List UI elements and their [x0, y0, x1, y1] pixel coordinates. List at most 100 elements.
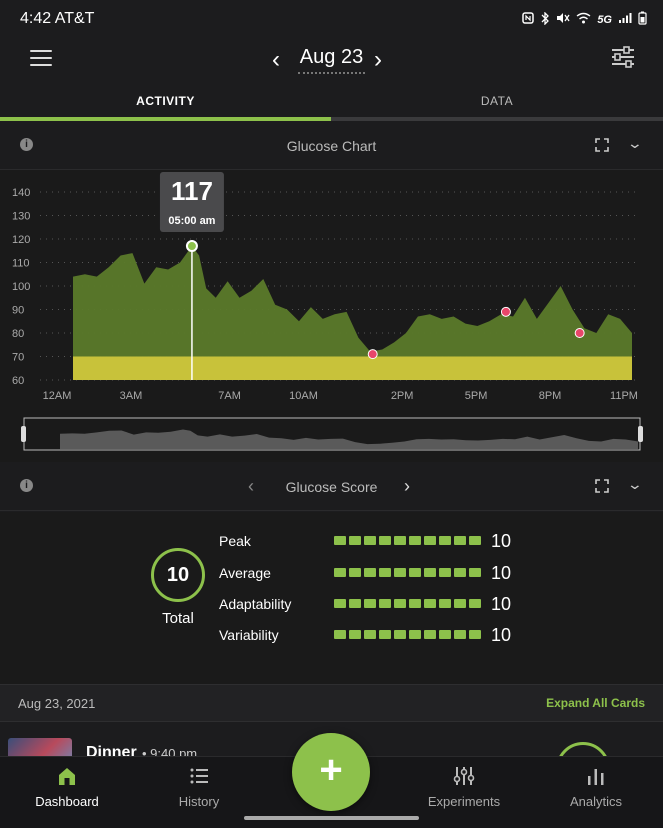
- home-indicator: [244, 816, 419, 820]
- metric-bars: [334, 599, 481, 608]
- glucose-score-panel: [0, 512, 663, 684]
- nav-history[interactable]: History: [144, 765, 254, 811]
- nav-label: Experiments: [427, 794, 501, 809]
- x-tick-label: 11PM: [610, 390, 638, 402]
- glucose-area: [73, 246, 632, 380]
- nav-label: History: [178, 794, 220, 809]
- glucose-score-header: i ‹ Glucose Score › ⌄: [0, 463, 663, 511]
- bluetooth-icon: [540, 10, 550, 28]
- x-tick-label: 2PM: [391, 390, 414, 402]
- day-header: Aug 23, 2021 Expand All Cards: [0, 684, 663, 722]
- metric-bars: [334, 630, 481, 639]
- metric-label: Variability: [219, 627, 279, 643]
- signal-icon: [618, 12, 632, 27]
- metric-row-average: Average 10: [219, 563, 539, 584]
- y-tick-label: 100: [12, 281, 30, 293]
- add-entry-button[interactable]: +: [292, 733, 370, 811]
- glucose-chart-title: Glucose Chart: [286, 138, 377, 154]
- x-tick-label: 7AM: [218, 390, 241, 402]
- filter-sliders-icon[interactable]: [611, 46, 635, 68]
- metric-value: 10: [491, 531, 512, 551]
- tooltip-box: [159, 172, 224, 232]
- y-tick-label: 120: [12, 234, 30, 246]
- nav-label: Analytics: [569, 794, 623, 809]
- tab-bar: ACTIVITY DATA: [0, 88, 663, 122]
- menu-icon[interactable]: [30, 50, 52, 66]
- tab-data-indicator: [331, 117, 663, 121]
- chevron-left-icon[interactable]: ‹: [248, 476, 254, 496]
- overview-handle-right: [638, 426, 643, 442]
- total-score-ring: 10: [151, 548, 205, 602]
- event-marker: [574, 328, 585, 338]
- info-icon[interactable]: i: [20, 479, 33, 492]
- chevron-down-icon[interactable]: ⌄: [626, 476, 644, 492]
- x-tick-label: 5PM: [465, 390, 488, 402]
- info-icon[interactable]: i: [20, 138, 33, 151]
- metric-row-variability: Variability 10: [219, 625, 539, 646]
- 5g-icon: 5G: [597, 13, 612, 26]
- list-icon: [188, 765, 210, 787]
- status-bar: 4:42 AT&T 5G: [0, 0, 663, 38]
- y-tick-label: 90: [12, 305, 24, 317]
- y-tick-label: 70: [12, 352, 24, 364]
- chevron-down-icon[interactable]: ⌄: [626, 135, 644, 151]
- overview-area: [60, 429, 638, 449]
- y-tick-label: 130: [12, 211, 30, 223]
- tab-data[interactable]: DATA: [480, 94, 514, 108]
- nav-analytics[interactable]: Analytics: [541, 765, 651, 811]
- metric-bars: [334, 536, 481, 545]
- metric-label: Average: [219, 565, 271, 581]
- home-icon: [56, 765, 78, 787]
- x-tick-label: 8PM: [539, 390, 562, 402]
- date-navigator: ‹ Aug 23 ›: [0, 44, 663, 74]
- bar-chart-icon: [585, 765, 607, 787]
- status-icons: 5G: [522, 10, 647, 28]
- nav-experiments[interactable]: Experiments: [409, 765, 519, 811]
- x-tick-label: 10AM: [289, 390, 318, 402]
- glucose-chart-svg: 60 70 80 90 100 110 120 130 140 12AM 3AM 7AM 10AM 2PM…: [12, 172, 643, 451]
- app-header: ‹ Aug 23 ›: [0, 38, 663, 80]
- metric-value: 10: [491, 594, 512, 614]
- metric-row-adaptability: Adaptability 10: [219, 594, 539, 615]
- metric-row-peak: Peak 10: [219, 531, 539, 552]
- event-marker: [500, 306, 511, 317]
- mute-icon: [556, 12, 570, 27]
- metric-label: Adaptability: [219, 596, 292, 612]
- battery-icon: [638, 11, 647, 28]
- tab-activity[interactable]: ACTIVITY: [136, 94, 195, 108]
- metric-value: 10: [491, 563, 512, 583]
- day-date: Aug 23, 2021: [18, 696, 96, 711]
- chevron-right-icon[interactable]: ›: [374, 46, 382, 73]
- glucose-chart-header: i Glucose Chart ⌄: [0, 122, 663, 170]
- x-tick-label: 12AM: [43, 390, 72, 402]
- y-tick-label: 80: [12, 328, 24, 340]
- target-range-band: [73, 356, 632, 380]
- tooltip-time: 05:00 am: [168, 215, 215, 227]
- y-tick-label: 140: [12, 187, 30, 199]
- date-label[interactable]: Aug 23: [297, 44, 366, 74]
- glucose-chart: 60 70 80 90 100 110 120 130 140 12AM 3AM 7AM 10AM 2PM…: [0, 170, 663, 462]
- wifi-icon: [576, 12, 591, 27]
- metric-bars: [334, 568, 481, 577]
- x-tick-label: 3AM: [120, 390, 143, 402]
- glucose-score-title: Glucose Score: [285, 479, 378, 495]
- metric-label: Peak: [219, 533, 251, 549]
- fullscreen-icon[interactable]: [595, 479, 609, 493]
- status-time: 4:42 AT&T: [20, 10, 95, 27]
- fullscreen-icon[interactable]: [595, 138, 609, 152]
- highlight-point: [185, 240, 198, 253]
- tab-activity-indicator: [0, 117, 331, 121]
- nav-label: Dashboard: [35, 794, 99, 809]
- overview-handle-left: [21, 426, 26, 442]
- chevron-right-icon[interactable]: ›: [404, 476, 410, 496]
- nfc-icon: [522, 12, 535, 27]
- expand-all-cards-link[interactable]: Expand All Cards: [546, 696, 645, 710]
- nav-dashboard[interactable]: Dashboard: [12, 765, 122, 811]
- y-tick-label: 110: [12, 258, 30, 270]
- total-score-label: Total: [162, 610, 194, 627]
- tooltip-value: 117: [171, 176, 213, 206]
- metric-value: 10: [491, 625, 512, 645]
- event-marker: [367, 349, 378, 360]
- chevron-left-icon[interactable]: ‹: [272, 46, 280, 73]
- sliders-icon: [453, 765, 475, 787]
